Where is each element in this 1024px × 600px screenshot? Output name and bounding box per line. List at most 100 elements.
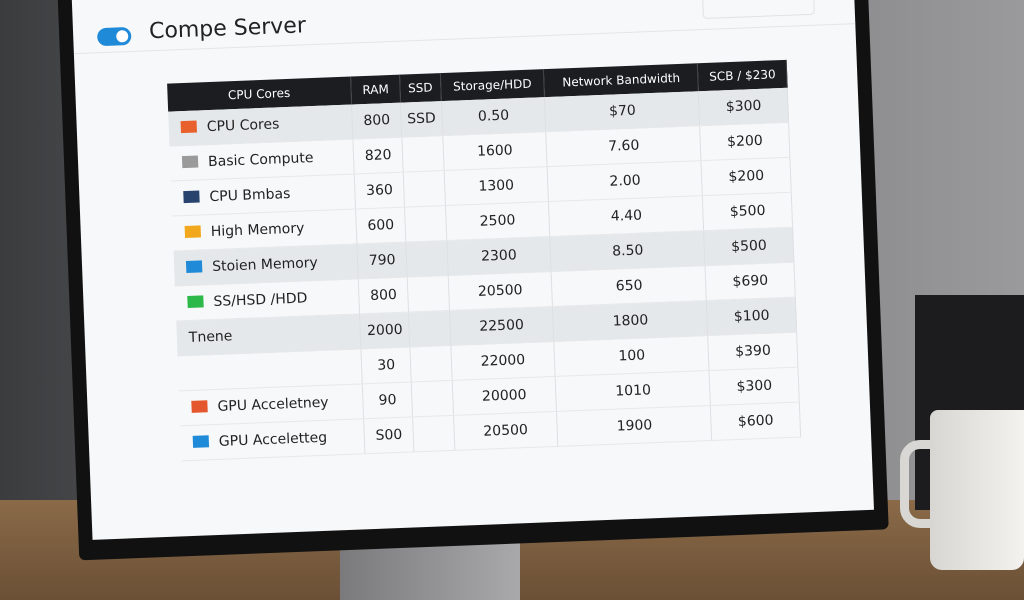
cell-value: 820 xyxy=(364,147,392,165)
table-cell: $600 xyxy=(710,402,801,441)
table-cell: $690 xyxy=(705,262,796,301)
table-cell: $70 xyxy=(544,91,701,132)
cell-value: 90 xyxy=(378,392,397,409)
table-cell: 8.50 xyxy=(550,230,706,272)
table-cell xyxy=(408,310,451,347)
table-cell xyxy=(403,170,445,208)
column-header: SSD xyxy=(399,73,441,103)
cell-value: $300 xyxy=(736,377,773,395)
table-cell xyxy=(411,380,454,417)
cell-value: 22500 xyxy=(479,317,525,335)
cell-value: 2000 xyxy=(366,321,403,340)
color-swatch xyxy=(192,435,210,448)
table-cell: $300 xyxy=(709,367,800,406)
table-cell: 0.50 xyxy=(440,97,547,136)
table-cell: 600 xyxy=(355,207,407,244)
table-cell: 360 xyxy=(354,172,405,209)
cell-value: SSD xyxy=(406,110,437,128)
cell-value: 600 xyxy=(367,217,395,235)
table-cell: S00 xyxy=(363,416,415,454)
color-swatch xyxy=(185,260,203,274)
row-label: Stoien Memory xyxy=(211,254,319,276)
table-cell xyxy=(402,135,444,173)
page-title: Compe Server xyxy=(148,13,307,45)
cell-value: 7.60 xyxy=(607,137,640,155)
table-cell: 4.40 xyxy=(548,195,705,237)
cell-value: 800 xyxy=(363,112,391,130)
server-table: CPU Cores RAM SSD Storage/HDD Network Bandwi… xyxy=(167,59,801,462)
table-cell: $200 xyxy=(700,122,790,161)
cell-value: $500 xyxy=(730,237,768,256)
table-body: CPU Cores 800 SSD 0.50 $70 $300 Basic Compute 8… xyxy=(168,87,801,461)
row-label: Tnene xyxy=(188,328,233,346)
cell-value: 4.40 xyxy=(610,207,643,225)
table-cell xyxy=(404,205,447,243)
table-cell: 2500 xyxy=(444,201,551,241)
cell-value: 8.50 xyxy=(611,242,644,260)
cell-value: 1600 xyxy=(476,142,513,160)
color-swatch xyxy=(180,120,197,134)
cell-value: 790 xyxy=(368,251,396,269)
table-cell: 800 xyxy=(358,277,409,314)
row-label: GPU Acceletteg xyxy=(218,429,328,450)
cell-value: 20500 xyxy=(477,282,523,300)
table-cell: 2.00 xyxy=(547,160,703,202)
cell-value: 360 xyxy=(365,182,394,200)
table-cell: 1900 xyxy=(556,405,713,447)
table-cell: 100 xyxy=(554,335,710,377)
cell-value: 2500 xyxy=(479,212,516,230)
cell-value: 30 xyxy=(376,357,396,374)
cell-value: 1900 xyxy=(616,417,653,435)
cell-value: 22000 xyxy=(480,352,526,370)
cell-value: 1300 xyxy=(478,177,515,195)
color-swatch xyxy=(181,155,199,169)
table-cell: 22500 xyxy=(449,306,555,346)
table-cell: 20000 xyxy=(451,376,557,416)
color-swatch xyxy=(184,225,202,239)
table-cell: 90 xyxy=(362,381,413,419)
table-cell: 800 xyxy=(351,102,403,140)
column-header: SCB / $230 xyxy=(697,59,788,92)
cell-value: 650 xyxy=(615,277,643,295)
row-label: GPU Acceletney xyxy=(217,394,329,415)
cell-value: $390 xyxy=(734,342,772,360)
cell-value: 1800 xyxy=(612,312,649,330)
table-cell: 2300 xyxy=(446,236,552,276)
row-label: SS/HSD /HDD xyxy=(213,290,308,310)
table-cell xyxy=(407,275,450,313)
table-cell: 7.60 xyxy=(546,125,702,167)
monitor: Compe Server CPU Cores RAM SSD Storage/HDD N… xyxy=(57,0,889,561)
table-cell xyxy=(412,415,455,452)
table-cell: $300 xyxy=(698,87,789,126)
cell-value: 0.50 xyxy=(477,107,510,125)
table-cell: 1600 xyxy=(442,131,548,171)
table-cell: 1300 xyxy=(443,166,549,206)
cell-value: 2.00 xyxy=(609,172,641,190)
cell-value: 100 xyxy=(618,347,646,365)
cell-value: 2300 xyxy=(480,247,518,265)
cell-value: 800 xyxy=(369,286,398,304)
cell-value: $200 xyxy=(728,167,765,186)
cell-value: $70 xyxy=(608,102,637,120)
cell-value: 1010 xyxy=(615,382,652,400)
screen: Compe Server CPU Cores RAM SSD Storage/HDD N… xyxy=(71,0,874,540)
table-cell: $200 xyxy=(701,157,792,196)
row-label: CPU Cores xyxy=(206,116,280,136)
table-cell: 650 xyxy=(551,265,707,307)
row-label: High Memory xyxy=(210,220,305,241)
table-cell: $390 xyxy=(708,332,798,371)
table-cell: 2000 xyxy=(359,312,411,349)
table-cell: 1010 xyxy=(555,370,711,412)
table-cell: $500 xyxy=(702,192,793,231)
cell-value: $100 xyxy=(733,307,770,326)
color-swatch xyxy=(187,295,204,308)
row-label: CPU Bmbas xyxy=(209,185,291,206)
table-cell: 790 xyxy=(356,242,408,279)
table-cell: 1800 xyxy=(552,300,709,342)
cell-value: $500 xyxy=(729,202,766,221)
table-cell: $100 xyxy=(706,297,797,336)
toggle[interactable] xyxy=(96,26,132,47)
column-header: RAM xyxy=(350,74,401,105)
cell-value: 20000 xyxy=(481,387,527,405)
